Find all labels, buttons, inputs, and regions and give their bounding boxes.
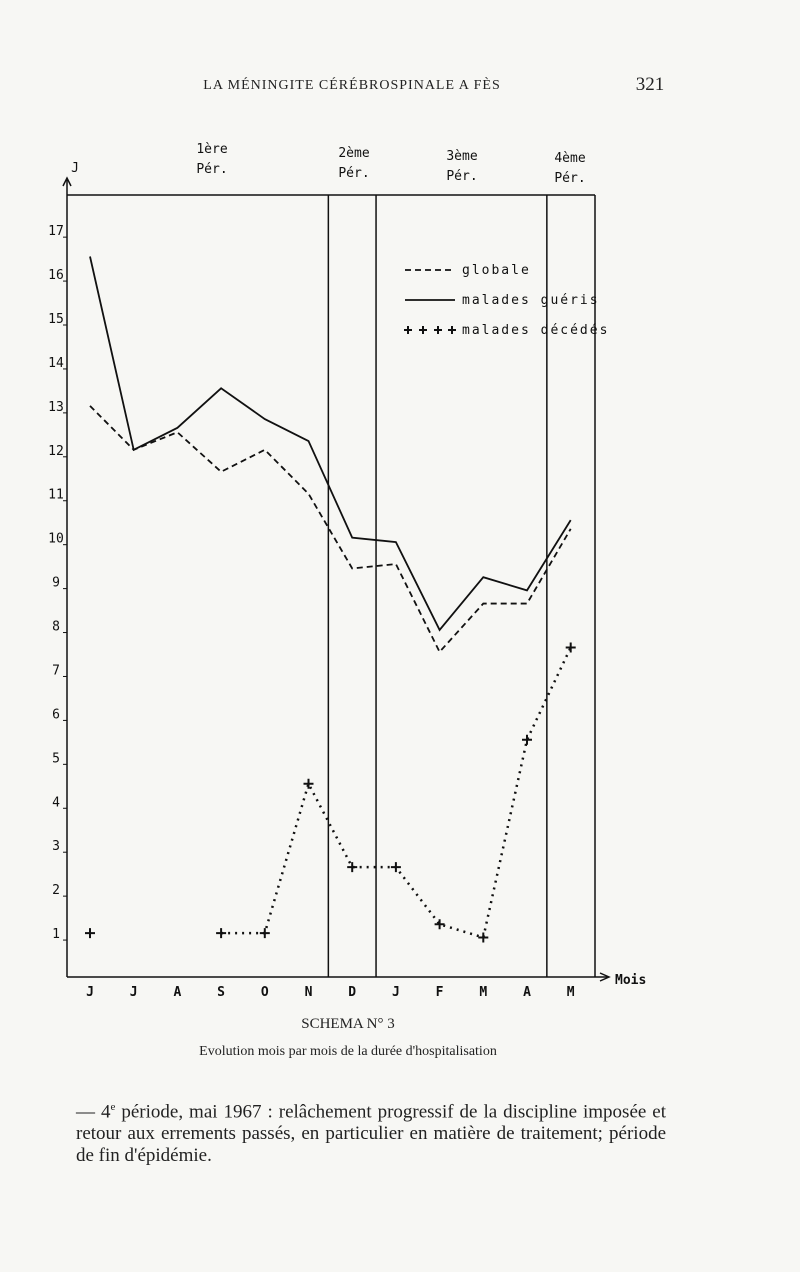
y-tick-label: 1 (52, 927, 60, 942)
cross-marker (259, 928, 270, 939)
y-tick-label: 10 (48, 532, 64, 547)
cross-marker (390, 862, 401, 873)
legend-swatch (419, 326, 427, 334)
cross-marker (216, 928, 227, 939)
y-tick-label: 3 (52, 839, 60, 854)
y-tick-label: 6 (52, 707, 60, 722)
legend-swatch (404, 326, 412, 334)
y-tick-label: 11 (48, 488, 64, 503)
period-label: Pér. (446, 169, 477, 184)
x-tick-label: A (523, 985, 531, 1000)
series-line (89, 405, 572, 654)
period-label: Pér. (196, 162, 227, 177)
running-title: LA MÉNINGITE CÉRÉBROSPINALE A FÈS (203, 76, 500, 93)
period-label: 2ème (338, 146, 369, 161)
y-tick-label: 4 (52, 795, 60, 810)
legend-label: malades guéris (462, 293, 600, 308)
x-tick-label: J (392, 985, 400, 1000)
series-line (221, 646, 572, 940)
cross-marker (85, 928, 95, 939)
period-label: 3ème (446, 149, 477, 164)
cross-marker (434, 919, 445, 930)
y-tick-label: 14 (48, 356, 64, 371)
x-tick-label: M (479, 985, 487, 1000)
y-tick-label: 17 (48, 224, 64, 239)
series-line (89, 256, 572, 632)
period-label: 1ère (196, 142, 227, 157)
y-label: J (71, 161, 79, 176)
x-arrow (599, 972, 611, 982)
caption-text: Evolution mois par mois de la durée d'ho… (199, 1044, 497, 1059)
y-tick-label: 15 (48, 312, 64, 327)
y-tick-label: 7 (52, 663, 60, 678)
x-tick-label: O (261, 985, 269, 1000)
cross-marker (478, 932, 489, 943)
y-tick-label: 8 (52, 620, 60, 635)
legend-label: malades décédés (462, 323, 609, 338)
x-tick-label: D (348, 985, 356, 1000)
x-tick-label: N (305, 985, 313, 1000)
cross-marker (522, 734, 532, 745)
para-lead: — 4 (76, 1101, 111, 1123)
legend-swatch (434, 326, 442, 334)
y-arrow (62, 176, 72, 187)
period-label: 4ème (554, 151, 585, 166)
period-label: Pér. (554, 171, 585, 186)
x-tick-label: J (130, 985, 138, 1000)
legend-label: globale (462, 263, 531, 278)
x-tick-label: F (436, 985, 444, 1000)
y-tick-label: 16 (48, 268, 64, 283)
caption-title: SCHEMA N° 3 (301, 1016, 395, 1032)
y-tick-label: 2 (52, 883, 60, 898)
x-label: Mois (615, 973, 646, 988)
cross-marker (565, 642, 576, 653)
axes (62, 176, 611, 982)
cross-marker (303, 778, 314, 789)
page-number: 321 (636, 74, 665, 95)
paragraph: — 4e période, mai 1967 : relâchement pro… (76, 1096, 666, 1167)
x-tick-label: J (86, 985, 94, 1000)
y-tick-label: 12 (48, 444, 64, 459)
cross-marker (347, 862, 358, 873)
y-tick-label: 9 (52, 576, 60, 591)
x-tick-label: S (217, 985, 225, 1000)
x-tick-label: M (567, 985, 575, 1000)
x-tick-label: A (173, 985, 181, 1000)
y-tick-label: 13 (48, 400, 64, 415)
period-label: Pér. (338, 166, 369, 181)
legend-swatch (448, 326, 456, 334)
y-tick-label: 5 (52, 751, 60, 766)
para-sup: e (110, 1101, 116, 1113)
para-text: période, mai 1967 : relâchement progress… (76, 1101, 666, 1167)
